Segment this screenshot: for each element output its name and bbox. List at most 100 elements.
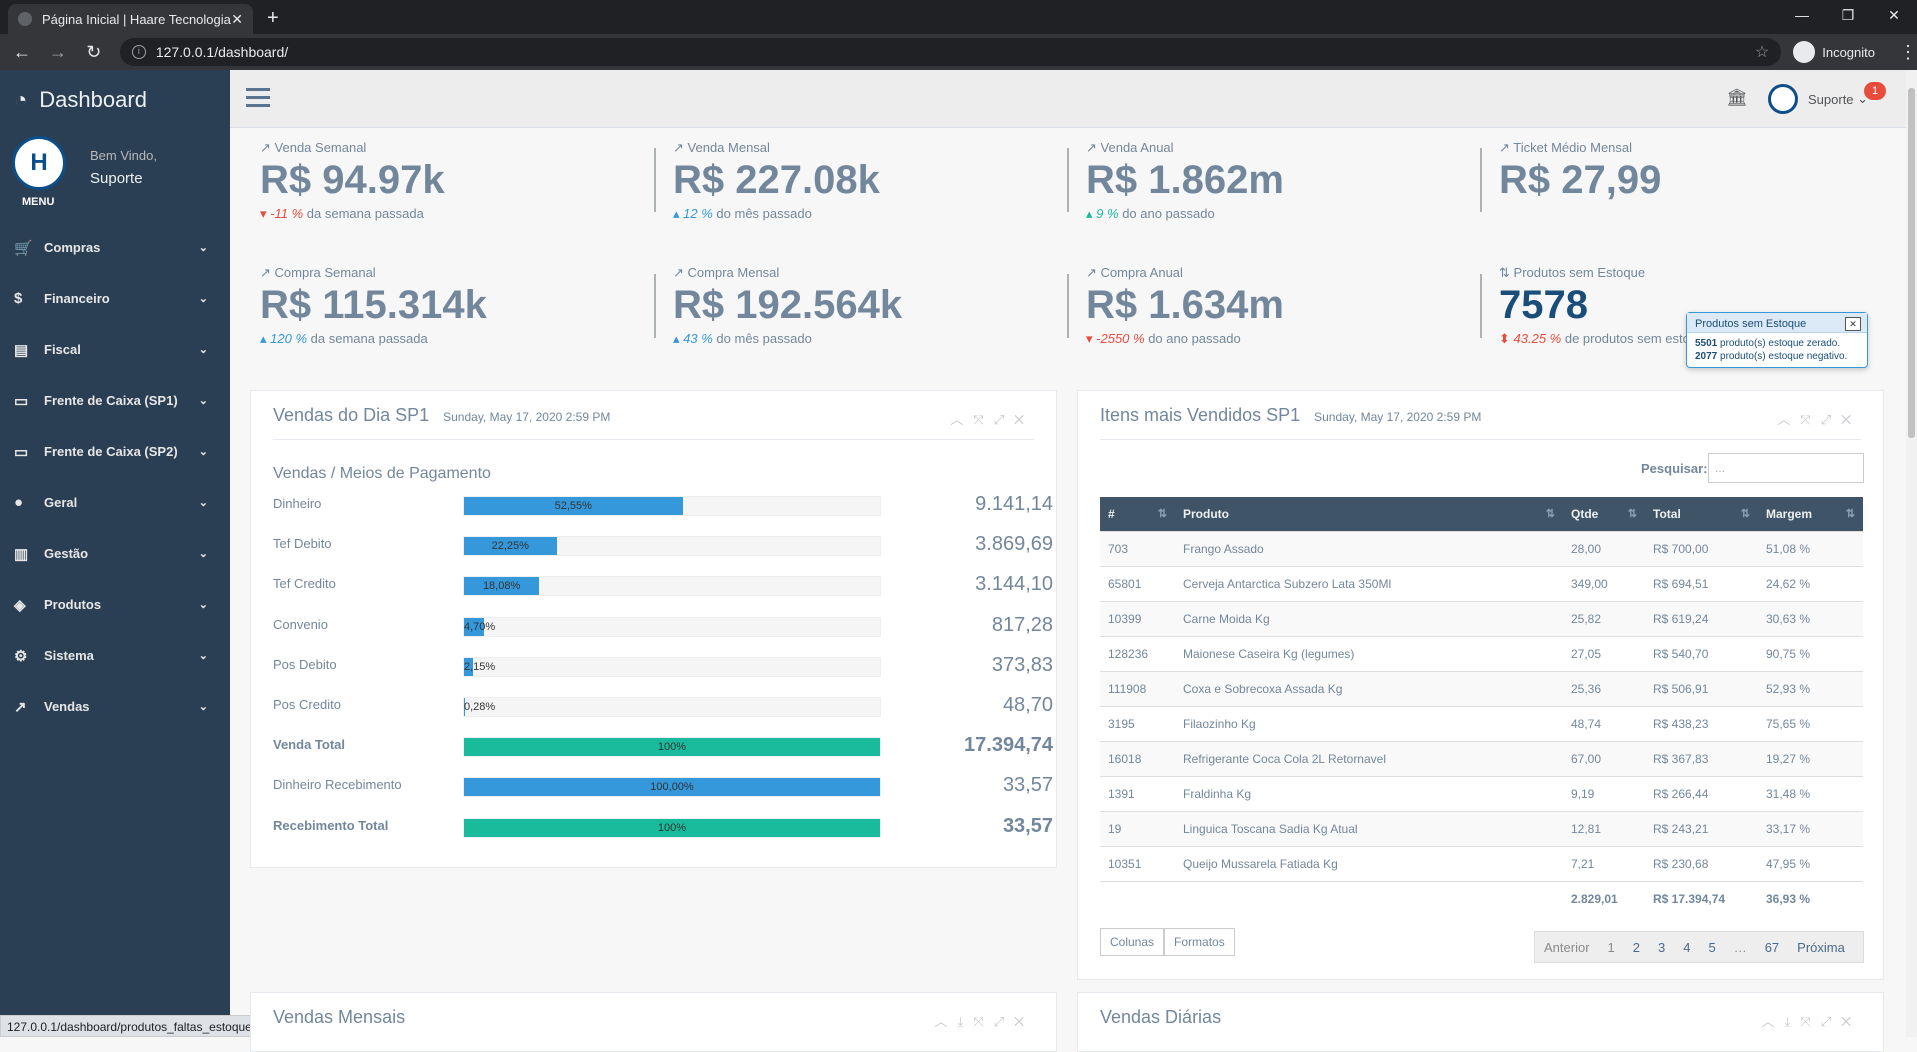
- panel-title-text: Vendas do Dia SP1: [273, 405, 430, 425]
- fullscreen-icon[interactable]: ⤧: [1800, 1014, 1821, 1029]
- column-header[interactable]: Total ⇅: [1645, 497, 1758, 531]
- new-tab-icon[interactable]: +: [267, 7, 279, 29]
- table-cell: 51,08 %: [1758, 530, 1863, 566]
- footer-qtde: 2.829,01: [1563, 880, 1645, 916]
- formats-button[interactable]: Formatos: [1164, 928, 1235, 956]
- menu-toggle-icon[interactable]: [246, 88, 270, 108]
- columns-button[interactable]: Colunas: [1100, 928, 1165, 956]
- table-row[interactable]: 16018 Refrigerante Coca Cola 2L Retornave…: [1100, 740, 1863, 776]
- back-icon[interactable]: ←: [12, 41, 31, 62]
- reload-icon[interactable]: ↻: [86, 41, 102, 62]
- collapse-icon[interactable]: ︿: [1777, 412, 1801, 427]
- column-header[interactable]: Margem ⇅: [1758, 497, 1863, 531]
- pager-page[interactable]: 3: [1658, 939, 1666, 955]
- pager-page[interactable]: 1: [1607, 939, 1615, 955]
- sidebar-item-financeiro[interactable]: $ Financeiro ⌄: [0, 273, 230, 324]
- browser-menu-icon[interactable]: ⋮: [1899, 41, 1917, 62]
- sidebar-item-gest-o[interactable]: ▥ Gestão ⌄: [0, 528, 230, 579]
- table-row[interactable]: 128236 Maionese Caseira Kg (legumes) 27,05…: [1100, 635, 1863, 671]
- fullscreen-icon[interactable]: ⤧: [973, 1014, 994, 1029]
- table-cell: 65801: [1100, 565, 1175, 601]
- sidebar-item-compras[interactable]: 🛒 Compras ⌄: [0, 222, 230, 273]
- close-icon[interactable]: ✕: [1841, 1014, 1861, 1029]
- notification-badge[interactable]: 1: [1864, 82, 1886, 100]
- expand-icon[interactable]: ⤢: [1820, 412, 1842, 427]
- info-icon[interactable]: i: [131, 45, 146, 59]
- sort-icon[interactable]: ⇅: [1545, 507, 1555, 520]
- close-window-icon[interactable]: ✕: [1888, 7, 1900, 23]
- table-row[interactable]: 111908 Coxa e Sobrecoxa Assada Kg 25,36 R$ …: [1100, 670, 1863, 706]
- fullscreen-icon[interactable]: ⤧: [973, 412, 994, 427]
- close-tab-icon[interactable]: ✕: [231, 10, 243, 27]
- sidebar-item-frente-de-caixa-sp1[interactable]: ▭ Frente de Caixa (SP1) ⌄: [0, 375, 230, 426]
- download-icon[interactable]: ⤓: [957, 1014, 974, 1029]
- panel-divider: [1100, 439, 1861, 440]
- close-icon[interactable]: ✕: [1014, 1014, 1034, 1029]
- trend-arrow-icon: ▴: [260, 331, 267, 346]
- popover-close-button[interactable]: ✕: [1845, 317, 1861, 331]
- table-row[interactable]: 3195 Filaozinho Kg 48,74 R$ 438,23 75,65 %: [1100, 705, 1863, 741]
- incognito-badge[interactable]: Incognito: [1793, 41, 1875, 63]
- expand-icon[interactable]: ⤢: [1820, 1014, 1842, 1029]
- sort-icon[interactable]: ⇅: [1157, 507, 1167, 520]
- page-scrollbar[interactable]: [1906, 70, 1917, 1037]
- payment-row: Venda Total 100% 17.394,74: [273, 732, 1053, 762]
- collapse-icon[interactable]: ︿: [1761, 1014, 1785, 1029]
- expand-icon[interactable]: ⤢: [993, 412, 1015, 427]
- table-row[interactable]: 703 Frango Assado 28,00 R$ 700,00 51,08 %: [1100, 530, 1863, 566]
- table-cell: R$ 367,83: [1645, 740, 1758, 776]
- address-bar[interactable]: i 127.0.0.1/dashboard/ ☆: [119, 38, 1782, 66]
- sidebar-brand[interactable]: ◔ Dashboard: [0, 70, 230, 130]
- sidebar-item-sistema[interactable]: ⚙ Sistema ⌄: [0, 630, 230, 681]
- panel-title-text: Itens mais Vendidos SP1: [1100, 405, 1301, 425]
- progress-track: 4,70%: [463, 616, 881, 637]
- sidebar-item-produtos[interactable]: ◈ Produtos ⌄: [0, 579, 230, 630]
- close-icon[interactable]: ✕: [1014, 412, 1034, 427]
- table-row[interactable]: 10351 Queijo Mussarela Fatiada Kg 7,21 R$ 2…: [1100, 845, 1863, 881]
- bank-icon[interactable]: 🏛: [1726, 88, 1748, 107]
- stat-tile: ↗ Venda Mensal R$ 227.08k ▴ 12 % do mês …: [673, 140, 1063, 240]
- fullscreen-icon[interactable]: ⤧: [1800, 412, 1821, 427]
- expand-icon[interactable]: ⤢: [993, 1014, 1015, 1029]
- pager-prev[interactable]: Anterior: [1544, 939, 1590, 955]
- bookmark-star-icon[interactable]: ☆: [1754, 44, 1770, 61]
- column-header[interactable]: Qtde ⇅: [1563, 497, 1645, 531]
- sidebar-item-geral[interactable]: ● Geral ⌄: [0, 477, 230, 528]
- pager-next[interactable]: Próxima: [1797, 939, 1845, 955]
- close-icon[interactable]: ✕: [1841, 412, 1861, 427]
- sort-icon[interactable]: ⇅: [1740, 507, 1750, 520]
- top-nav: 🏛 Suporte ⌄ 1: [230, 70, 1906, 128]
- restore-icon[interactable]: ❐: [1841, 7, 1855, 23]
- pager-page[interactable]: 67: [1764, 939, 1780, 955]
- table-row[interactable]: 1391 Fraldinha Kg 9,19 R$ 266,44 31,48 %: [1100, 775, 1863, 811]
- sidebar-item-fiscal[interactable]: ▤ Fiscal ⌄: [0, 324, 230, 375]
- sort-icon[interactable]: ⇅: [1627, 507, 1637, 520]
- column-header[interactable]: Produto ⇅: [1175, 497, 1563, 531]
- url-text: 127.0.0.1/dashboard/: [155, 44, 289, 60]
- collapse-icon[interactable]: ︿: [950, 412, 974, 427]
- user-name: Suporte: [90, 170, 143, 187]
- collapse-icon[interactable]: ︿: [934, 1014, 958, 1029]
- search-input[interactable]: ...: [1708, 453, 1864, 483]
- popover-body: 5501 produto(s) estoque zerado. 2077 pro…: [1687, 333, 1867, 367]
- table-row[interactable]: 19 Linguica Toscana Sadia Kg Atual 12,81 R$…: [1100, 810, 1863, 846]
- stat-tile: ↗ Compra Anual R$ 1.634m ▾ -2550 % do an…: [1086, 265, 1476, 365]
- pager-page[interactable]: 4: [1683, 939, 1691, 955]
- progress-track: 100,00%: [463, 777, 881, 798]
- pager-page[interactable]: 2: [1632, 939, 1640, 955]
- download-icon[interactable]: ⤓: [1784, 1014, 1801, 1029]
- table-cell: Queijo Mussarela Fatiada Kg: [1175, 845, 1563, 881]
- table-row[interactable]: 10399 Carne Moida Kg 25,82 R$ 619,24 30,63 %: [1100, 600, 1863, 636]
- user-menu[interactable]: Suporte ⌄: [1768, 84, 1868, 114]
- column-header[interactable]: # ⇅: [1100, 497, 1175, 531]
- pager-page[interactable]: 5: [1708, 939, 1716, 955]
- minimize-icon[interactable]: —: [1795, 7, 1809, 23]
- sort-icon[interactable]: ⇅: [1845, 507, 1855, 520]
- stat-value: 7578: [1499, 283, 1588, 327]
- sidebar-item-frente-de-caixa-sp2[interactable]: ▭ Frente de Caixa (SP2) ⌄: [0, 426, 230, 477]
- table-row[interactable]: 65801 Cerveja Antarctica Subzero Lata 350…: [1100, 565, 1863, 601]
- browser-tab[interactable]: Página Inicial | Haare Tecnologia ✕: [8, 4, 253, 34]
- forward-icon[interactable]: →: [48, 41, 67, 62]
- sidebar-item-vendas[interactable]: ↗ Vendas ⌄: [0, 681, 230, 732]
- table-cell: 25,36: [1563, 670, 1645, 706]
